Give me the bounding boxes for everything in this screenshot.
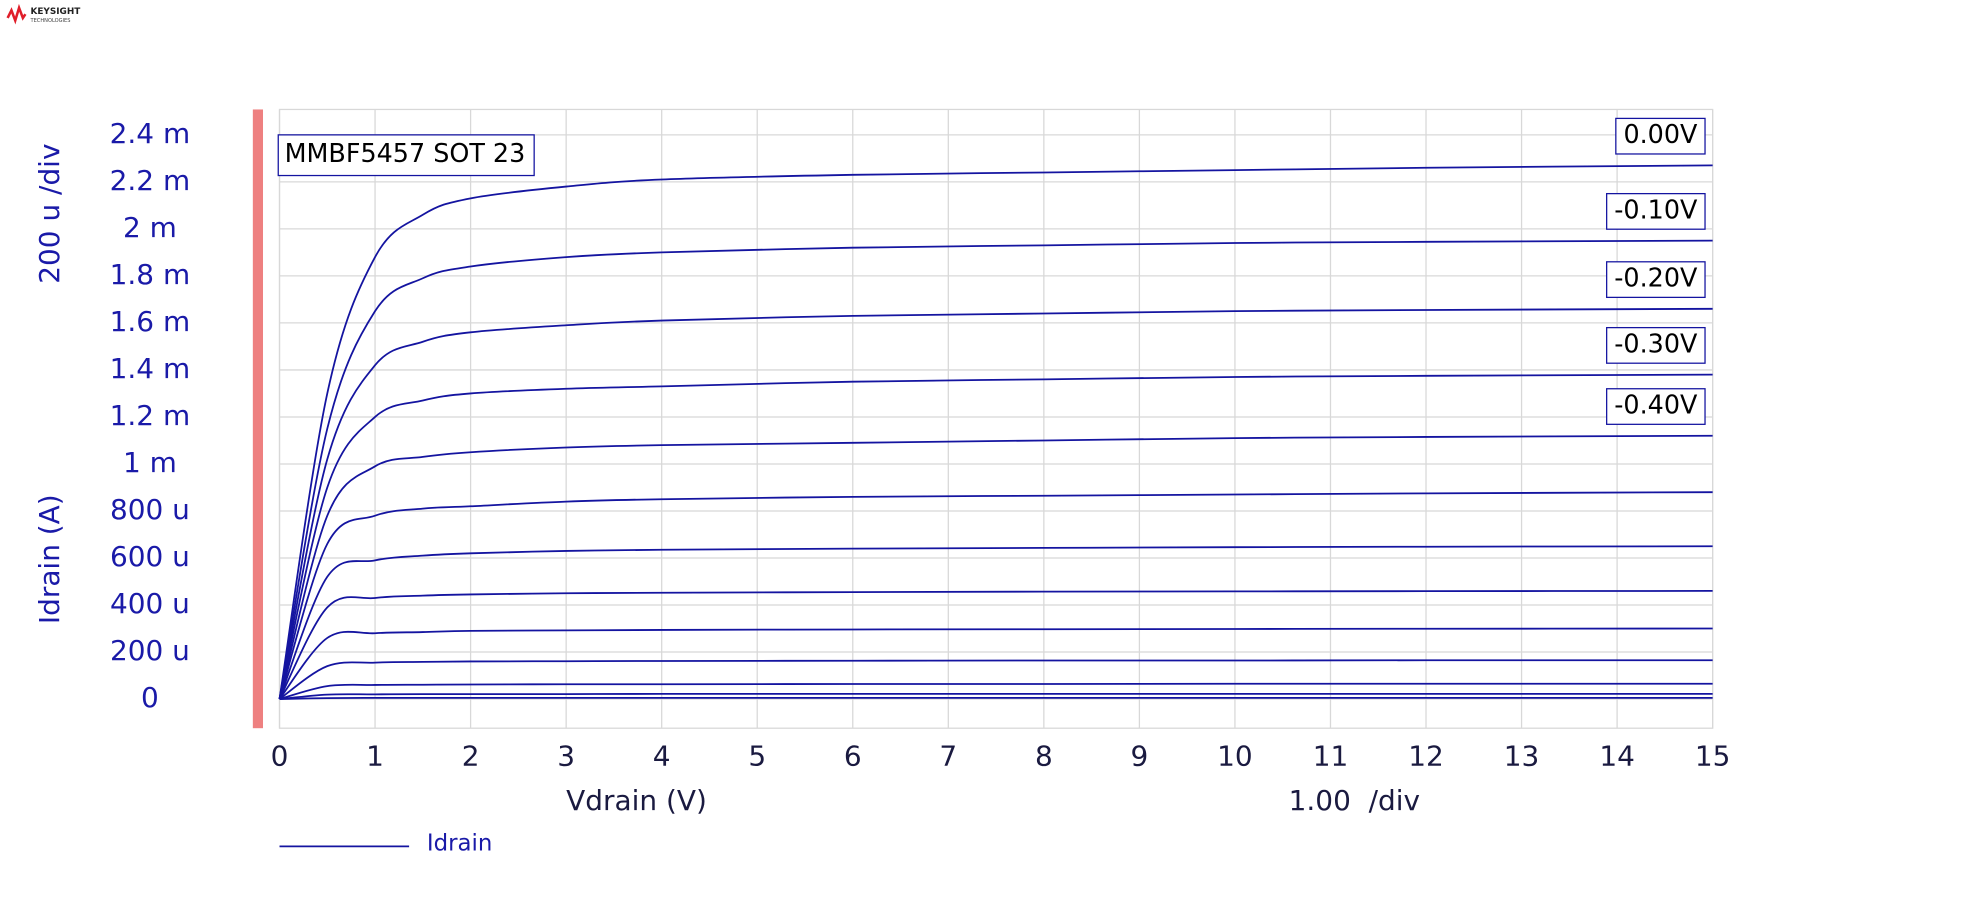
x-tick-label: 10 xyxy=(1217,739,1253,772)
logo-mark xyxy=(6,3,27,25)
x-tick-label: 13 xyxy=(1504,739,1540,772)
curve-label: 0.00V xyxy=(1623,119,1698,149)
y-tick-label: 0 xyxy=(141,681,159,714)
x-tick-label: 12 xyxy=(1408,739,1444,772)
y-tick-label: 600 u xyxy=(110,540,190,573)
y-tick-label: 1.6 m xyxy=(110,305,191,338)
logo-sub: TECHNOLOGIES xyxy=(29,18,70,24)
curve xyxy=(278,434,1713,700)
curve-label: -0.10V xyxy=(1614,194,1698,224)
legend-label: Idrain xyxy=(427,830,493,856)
x-tick-label: 3 xyxy=(557,739,575,772)
marker-bar xyxy=(252,109,263,729)
x-tick-label: 0 xyxy=(271,739,289,772)
y-axis-label: Idrain (A) xyxy=(33,494,66,624)
curve xyxy=(278,627,1713,700)
x-tick-label: 15 xyxy=(1695,739,1731,772)
curve-label: -0.30V xyxy=(1614,328,1698,358)
x-tick-label: 5 xyxy=(748,739,766,772)
plot-frame xyxy=(278,108,1714,729)
y-tick-label: 400 u xyxy=(110,587,190,620)
curve-label-box xyxy=(1606,192,1706,230)
curve xyxy=(279,682,1713,700)
logo-name: KEYSIGHT xyxy=(30,7,80,17)
x-tick-label: 7 xyxy=(939,739,957,772)
curves xyxy=(278,164,1713,700)
curve xyxy=(279,692,1713,700)
x-tick-label: 11 xyxy=(1313,739,1349,772)
curve xyxy=(278,373,1713,700)
y-tick-label: 1.4 m xyxy=(110,352,191,385)
y-tick-label: 2 m xyxy=(123,211,177,244)
y-tick-label: 2.2 m xyxy=(110,164,191,197)
chart-title: MMBF5457 SOT 23 xyxy=(285,138,526,168)
curve xyxy=(279,659,1713,700)
y-tick-label: 2.4 m xyxy=(110,117,191,150)
y-scale-label: 200 u /div xyxy=(33,144,66,284)
curve-label: -0.40V xyxy=(1614,390,1698,420)
curve-label-box xyxy=(1606,388,1706,425)
curve xyxy=(278,590,1713,700)
y-tick-label: 1 m xyxy=(123,446,177,479)
curve-label: -0.20V xyxy=(1614,263,1698,293)
curve xyxy=(278,164,1713,700)
curve xyxy=(278,491,1713,700)
x-tick-label: 4 xyxy=(653,739,671,772)
x-axis-label: Vdrain (V) xyxy=(566,784,707,817)
curve xyxy=(278,545,1713,700)
y-tick-label: 800 u xyxy=(110,493,190,526)
x-tick-label: 6 xyxy=(844,739,862,772)
annotations: 0.00V -0.10V -0.20V -0.30V -0.40V MMBF5457 SO… xyxy=(277,117,1706,425)
logo: KEYSIGHT TECHNOLOGIES xyxy=(6,3,80,25)
curve xyxy=(278,307,1713,700)
x-tick-label: 2 xyxy=(462,739,480,772)
x-tick-label: 14 xyxy=(1599,739,1635,772)
curve xyxy=(279,696,1713,700)
y-tick-label: 200 u xyxy=(110,634,190,667)
x-tick-label: 9 xyxy=(1131,739,1149,772)
title-box xyxy=(277,134,535,177)
curve-label-box xyxy=(1606,326,1706,364)
curve-label-box xyxy=(1606,261,1706,299)
x-tick-label: 8 xyxy=(1035,739,1053,772)
x-scale-label: 1.00 /div xyxy=(1289,784,1420,817)
y-tick-label: 1.2 m xyxy=(110,399,191,432)
x-tick-label: 1 xyxy=(366,739,384,772)
curve-label-box xyxy=(1615,117,1706,155)
y-tick-label: 1.8 m xyxy=(110,258,191,291)
curve xyxy=(278,239,1713,700)
